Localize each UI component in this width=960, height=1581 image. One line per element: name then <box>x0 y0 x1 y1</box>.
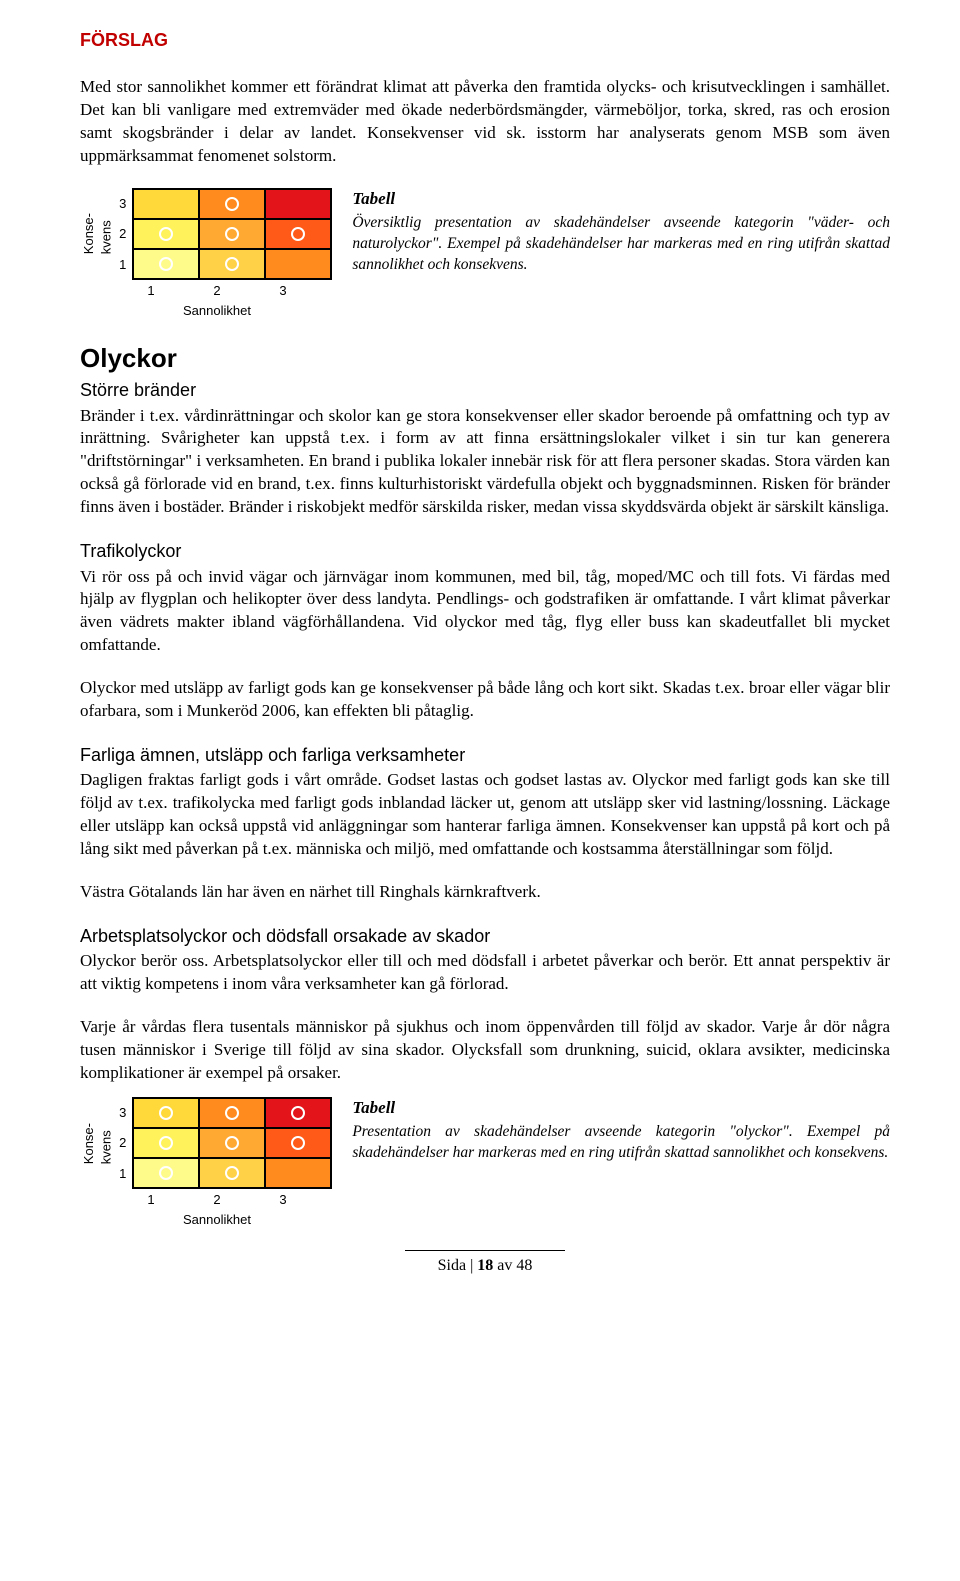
brander-paragraph: Bränder i t.ex. vårdinrättningar och sko… <box>80 405 890 520</box>
y-tick: 3 <box>119 188 126 218</box>
ring-marker <box>159 257 173 271</box>
chart-2-caption: Tabell Presentation av skadehändelser av… <box>352 1097 890 1164</box>
page-header-label: FÖRSLAG <box>80 28 890 52</box>
chart-cell <box>265 1128 331 1158</box>
x-tick: 3 <box>250 282 316 300</box>
chart-1-x-axis: 123 <box>118 282 316 300</box>
chart-1-xlabel: Sannolikhet <box>118 302 316 320</box>
chart-cell <box>199 189 265 219</box>
chart-2-caption-title: Tabell <box>352 1097 890 1120</box>
ring-marker <box>159 1136 173 1150</box>
chart-cell <box>133 1158 199 1188</box>
chart-1-caption-body: Översiktlig presentation av skadehändels… <box>352 213 890 276</box>
x-tick: 2 <box>184 1191 250 1209</box>
chart-cell <box>133 1098 199 1128</box>
x-tick: 1 <box>118 1191 184 1209</box>
chart-2: Konse- kvens 321 123 Sannolikhet <box>80 1097 332 1228</box>
chart-1-ylabel: Konse- kvens <box>80 213 115 254</box>
chart-1-grid <box>132 188 332 280</box>
chart-cell <box>133 189 199 219</box>
y-tick: 2 <box>119 1128 126 1158</box>
chart-2-xlabel: Sannolikhet <box>118 1211 316 1229</box>
ring-marker <box>225 1136 239 1150</box>
trafik-p2: Olyckor med utsläpp av farligt gods kan … <box>80 677 890 723</box>
x-tick: 3 <box>250 1191 316 1209</box>
subheading-brander: Större bränder <box>80 378 890 402</box>
chart-2-caption-body: Presentation av skadehändelser avseende … <box>352 1122 890 1164</box>
farliga-p2: Västra Götalands län har även en närhet … <box>80 881 890 904</box>
page-footer: Sida | 18 av 48 <box>405 1250 565 1277</box>
chart-2-ylabel: Konse- kvens <box>80 1123 115 1164</box>
x-tick: 2 <box>184 282 250 300</box>
farliga-p1: Dagligen fraktas farligt gods i vårt omr… <box>80 769 890 861</box>
y-tick: 1 <box>119 1159 126 1189</box>
chart-cell <box>199 249 265 279</box>
chart-1-y-axis: 321 <box>119 188 132 280</box>
olyckor-heading: Olyckor <box>80 341 890 376</box>
y-tick: 3 <box>119 1097 126 1127</box>
subheading-trafik: Trafikolyckor <box>80 539 890 563</box>
ring-marker <box>159 1166 173 1180</box>
x-tick: 1 <box>118 282 184 300</box>
chart-1: Konse- kvens 321 123 Sannolikhet <box>80 188 332 319</box>
footer-sep: | <box>470 1257 473 1274</box>
chart-2-block: Konse- kvens 321 123 Sannolikhet Tabell … <box>80 1097 890 1228</box>
chart-cell <box>133 249 199 279</box>
ring-marker <box>225 1166 239 1180</box>
chart-cell <box>265 189 331 219</box>
y-tick: 1 <box>119 250 126 280</box>
ring-marker <box>291 1106 305 1120</box>
chart-1-block: Konse- kvens 321 123 Sannolikhet Tabell … <box>80 188 890 319</box>
intro-paragraph: Med stor sannolikhet kommer ett förändra… <box>80 76 890 168</box>
chart-1-caption: Tabell Översiktlig presentation av skade… <box>352 188 890 276</box>
ring-marker <box>225 227 239 241</box>
chart-cell <box>199 1158 265 1188</box>
arbets-p2: Varje år vårdas flera tusentals människo… <box>80 1016 890 1085</box>
chart-cell <box>265 249 331 279</box>
chart-cell <box>133 219 199 249</box>
chart-cell <box>133 1128 199 1158</box>
ring-marker <box>159 1106 173 1120</box>
ring-marker <box>291 1136 305 1150</box>
chart-2-y-axis: 321 <box>119 1097 132 1189</box>
footer-mid: av <box>497 1257 512 1274</box>
ring-marker <box>159 227 173 241</box>
chart-2-x-axis: 123 <box>118 1191 316 1209</box>
footer-prefix: Sida <box>438 1257 466 1274</box>
ring-marker <box>225 197 239 211</box>
chart-cell <box>265 1098 331 1128</box>
subheading-farliga: Farliga ämnen, utsläpp och farliga verks… <box>80 743 890 767</box>
y-tick: 2 <box>119 219 126 249</box>
chart-cell <box>199 219 265 249</box>
chart-1-caption-title: Tabell <box>352 188 890 211</box>
ring-marker <box>291 227 305 241</box>
subheading-arbets: Arbetsplatsolyckor och dödsfall orsakade… <box>80 924 890 948</box>
chart-2-grid <box>132 1097 332 1189</box>
ring-marker <box>225 257 239 271</box>
chart-cell <box>199 1098 265 1128</box>
footer-total-pages: 48 <box>516 1257 532 1274</box>
chart-cell <box>265 1158 331 1188</box>
trafik-p1: Vi rör oss på och invid vägar och järnvä… <box>80 566 890 658</box>
chart-cell <box>199 1128 265 1158</box>
footer-current-page: 18 <box>477 1257 493 1274</box>
arbets-p1: Olyckor berör oss. Arbetsplatsolyckor el… <box>80 950 890 996</box>
ring-marker <box>225 1106 239 1120</box>
chart-cell <box>265 219 331 249</box>
